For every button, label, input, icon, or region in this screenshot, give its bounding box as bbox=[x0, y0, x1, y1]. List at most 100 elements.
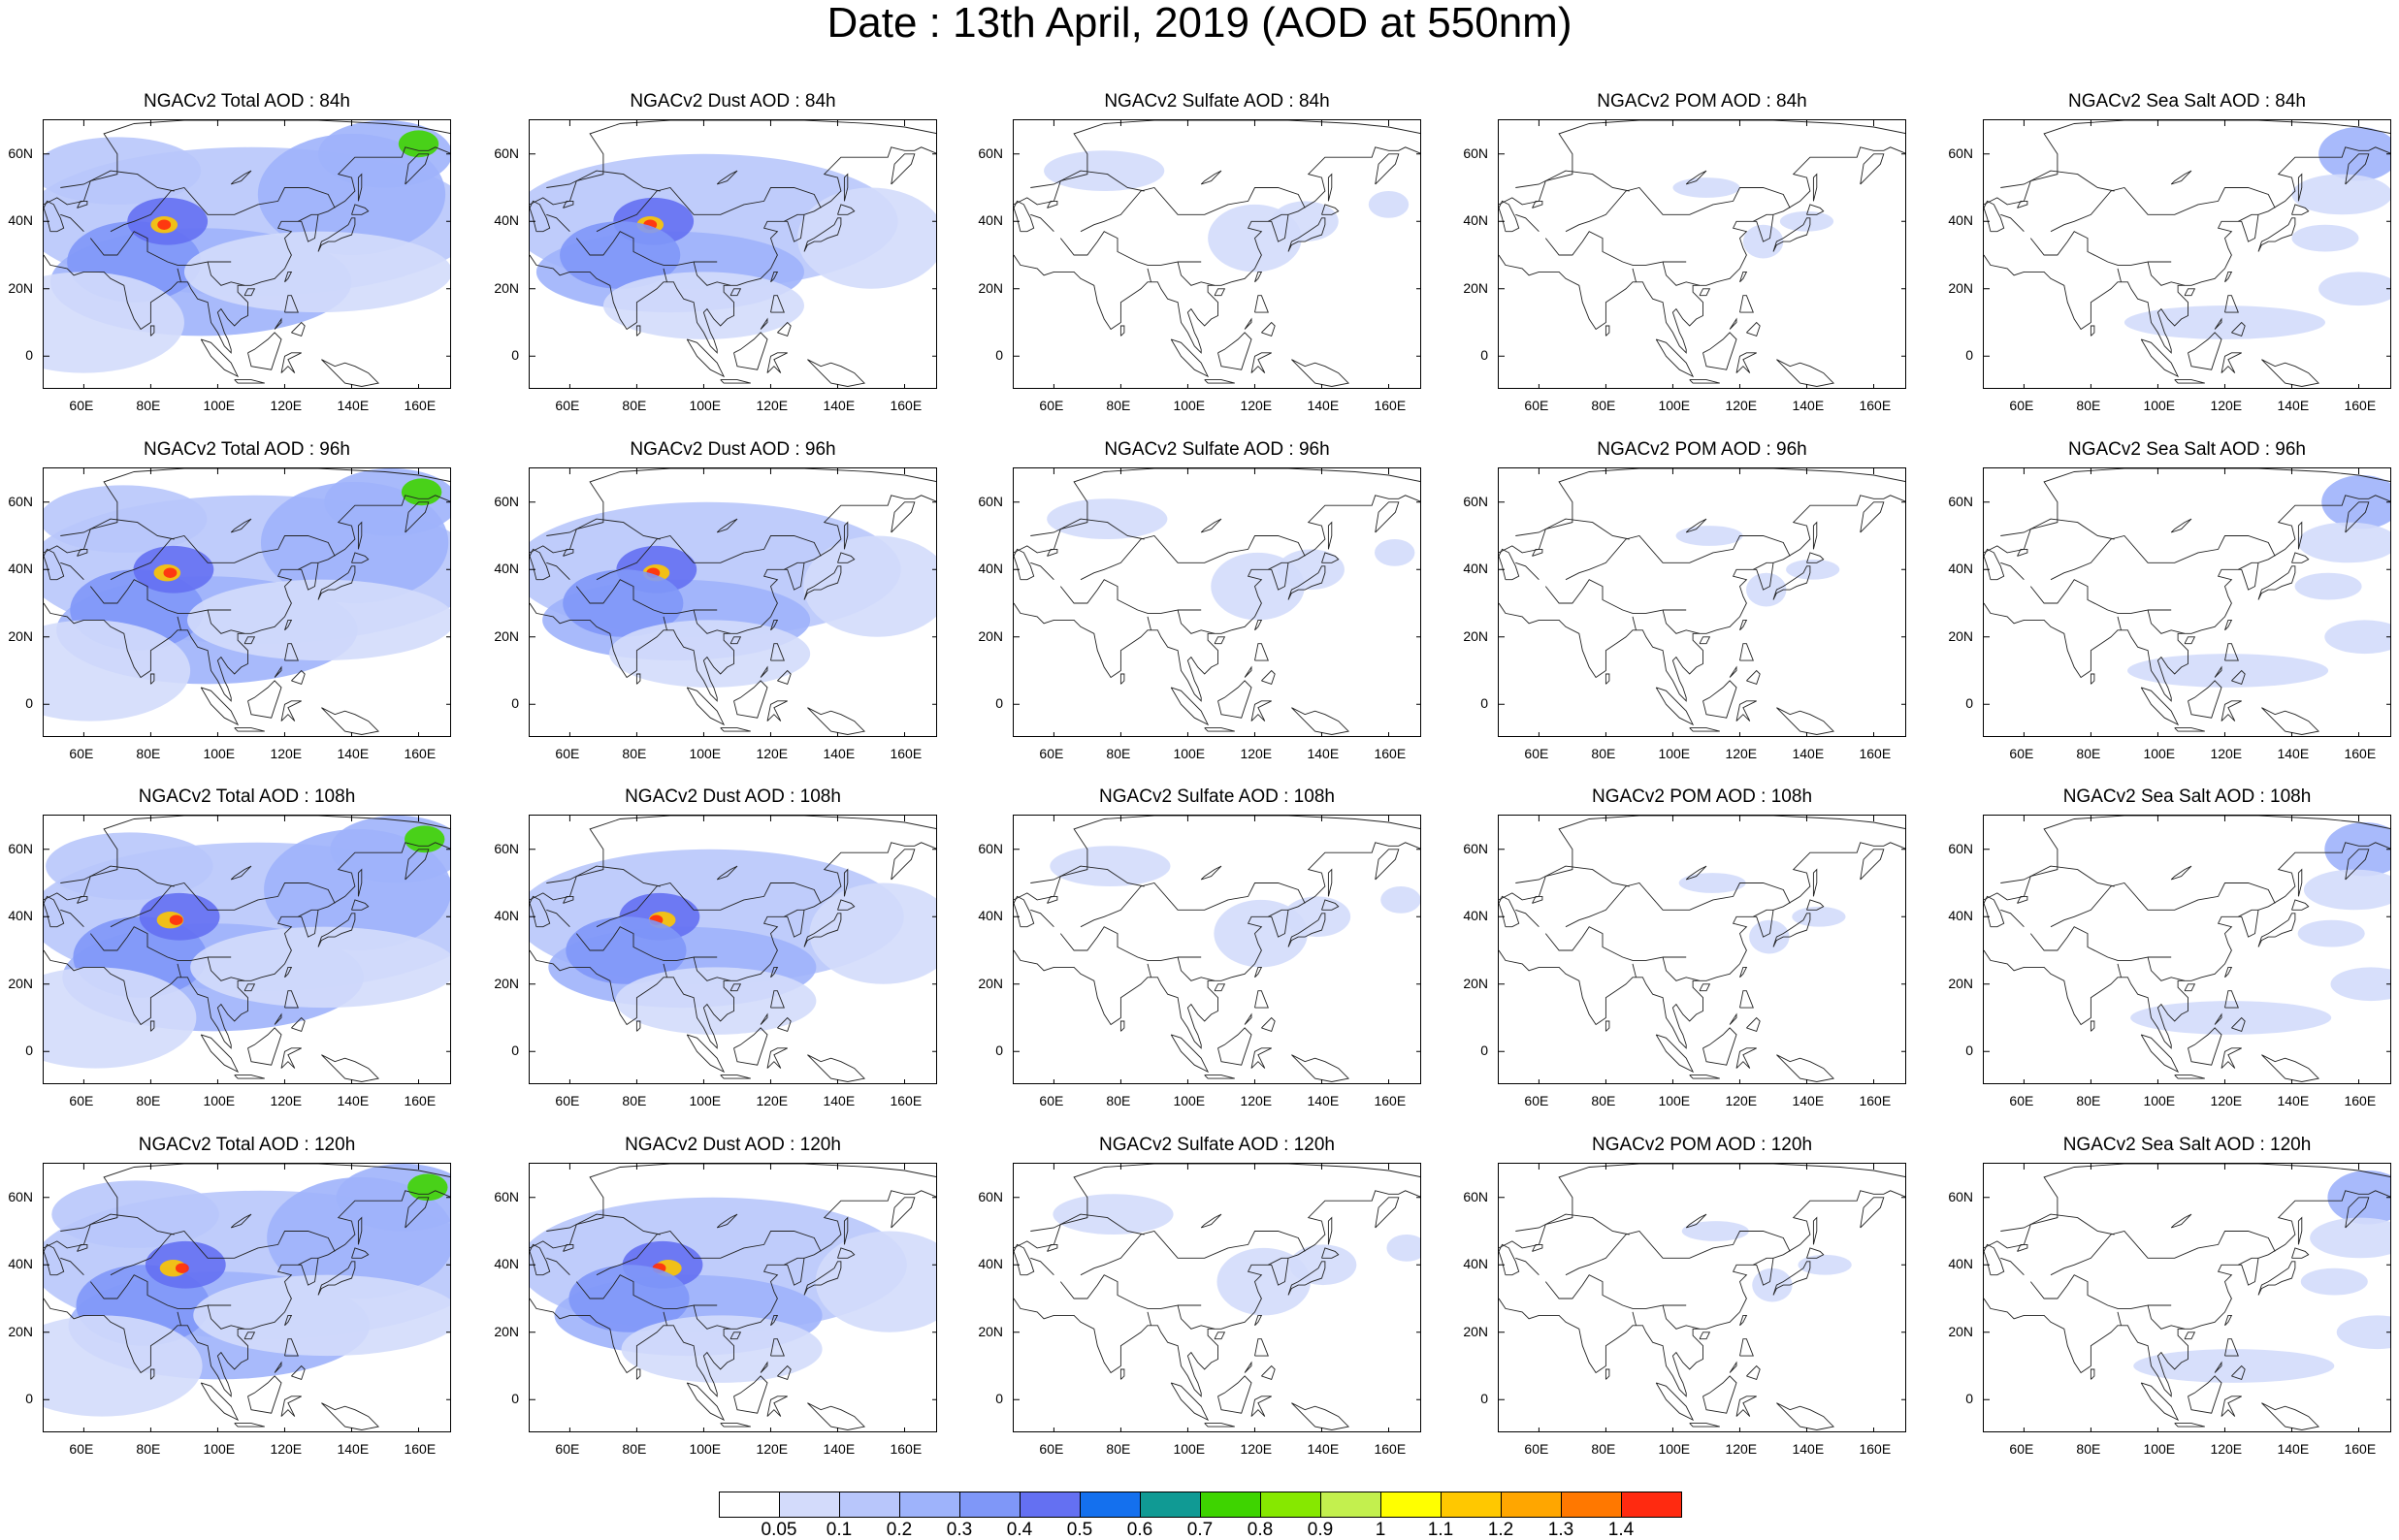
coastline bbox=[1499, 895, 1520, 928]
coastline bbox=[110, 882, 336, 928]
coastline bbox=[2174, 1075, 2205, 1079]
lon-tick-label: 100E bbox=[203, 1093, 236, 1108]
coastline bbox=[777, 321, 792, 337]
coastline bbox=[733, 1375, 768, 1414]
aod-field bbox=[2297, 522, 2390, 563]
coastline bbox=[89, 926, 245, 981]
coastline bbox=[686, 1382, 726, 1422]
coastline bbox=[284, 1314, 293, 1327]
coastline bbox=[284, 990, 299, 1009]
coastline bbox=[530, 1164, 936, 1249]
coastline bbox=[1291, 1054, 1350, 1082]
coastline bbox=[546, 1213, 661, 1235]
lon-tick-label: 160E bbox=[1859, 1441, 1892, 1457]
map-panel-pom-96h bbox=[1498, 467, 1906, 737]
coastline bbox=[321, 707, 380, 735]
coastline bbox=[1984, 1164, 2390, 1249]
coastline bbox=[1287, 217, 1326, 252]
coastline bbox=[1532, 1243, 1543, 1252]
lat-tick-label: 20N bbox=[1463, 627, 1488, 644]
coastline bbox=[1170, 687, 1210, 726]
coastline bbox=[298, 213, 318, 222]
coastline bbox=[891, 501, 916, 533]
lon-tick-label: 60E bbox=[1524, 1441, 1549, 1457]
lon-tick-label: 160E bbox=[1374, 1093, 1407, 1108]
coastline bbox=[733, 332, 768, 370]
coastline bbox=[247, 1375, 282, 1414]
lon-tick-label: 140E bbox=[2277, 1093, 2310, 1108]
panel-title: NGACv2 Total AOD : 108h bbox=[138, 786, 356, 807]
map-panel-total-108h bbox=[43, 815, 451, 1084]
aod-field bbox=[1779, 210, 1834, 232]
coastline bbox=[1984, 120, 2390, 206]
aod-map bbox=[1014, 120, 1420, 388]
coastline bbox=[2231, 1016, 2246, 1032]
coastline bbox=[1565, 1230, 1791, 1276]
colorbar-label: 1.4 bbox=[1607, 1520, 1635, 1540]
coastline bbox=[1772, 217, 1811, 252]
coastline bbox=[2017, 200, 2028, 209]
coastline bbox=[1702, 332, 1737, 370]
coastline bbox=[1632, 1311, 1637, 1326]
coastline bbox=[2257, 565, 2296, 600]
lon-tick-label: 160E bbox=[1374, 746, 1407, 761]
coastline bbox=[2291, 899, 2310, 911]
coastline bbox=[1746, 1016, 1761, 1032]
lat-tick-label: 60N bbox=[978, 493, 1003, 509]
aod-map bbox=[1984, 1164, 2390, 1431]
coastline bbox=[2140, 338, 2180, 378]
coastline bbox=[1984, 548, 2005, 581]
coastline bbox=[1699, 983, 1711, 992]
lat-tick-label: 60N bbox=[978, 840, 1003, 856]
coastline bbox=[2000, 1257, 2025, 1276]
lon-tick-label: 160E bbox=[890, 746, 923, 761]
coastline bbox=[596, 882, 822, 928]
coastline bbox=[1147, 1311, 1151, 1326]
coastline bbox=[1812, 868, 1818, 897]
coastline bbox=[784, 561, 804, 570]
coastline bbox=[1030, 909, 1054, 928]
coastline bbox=[575, 1274, 731, 1330]
coastline bbox=[1689, 1075, 1720, 1079]
coastline bbox=[2184, 636, 2196, 645]
coastline bbox=[1984, 200, 2005, 233]
coastline bbox=[321, 359, 380, 387]
aod-field bbox=[1675, 526, 1743, 546]
aod-field bbox=[1283, 896, 1351, 938]
coastline bbox=[1214, 983, 1226, 992]
coastline bbox=[1632, 268, 1637, 282]
coastline bbox=[1776, 359, 1835, 387]
coastline bbox=[1014, 1164, 1420, 1249]
lat-tick-label: 20N bbox=[8, 627, 33, 644]
colorbar-label: 1.2 bbox=[1487, 1520, 1514, 1540]
lat-tick-label: 0 bbox=[995, 1391, 1003, 1407]
lat-tick-label: 60N bbox=[1463, 144, 1488, 161]
lon-tick-label: 80E bbox=[1106, 1441, 1131, 1457]
lon-tick-label: 100E bbox=[1173, 1441, 1206, 1457]
aod-field bbox=[1798, 1254, 1852, 1275]
coastline bbox=[837, 552, 856, 563]
coastline bbox=[291, 669, 306, 685]
lon-tick-label: 60E bbox=[555, 746, 580, 761]
panel-title: NGACv2 Dust AOD : 120h bbox=[625, 1135, 841, 1155]
map-panel-dust-120h bbox=[529, 1163, 937, 1432]
lon-tick-label: 120E bbox=[270, 398, 303, 413]
lat-tick-label: 20N bbox=[494, 279, 519, 296]
coastline bbox=[1250, 352, 1272, 373]
coastline bbox=[1860, 153, 1885, 185]
coastline bbox=[1291, 359, 1350, 387]
coastline bbox=[1047, 1243, 1058, 1252]
coastline bbox=[200, 1382, 240, 1422]
lon-tick-label: 140E bbox=[1792, 1441, 1825, 1457]
map-panel-pom-84h bbox=[1498, 119, 1906, 389]
coastline bbox=[317, 913, 356, 947]
coastline bbox=[2117, 268, 2122, 282]
coastline bbox=[177, 1311, 181, 1326]
lon-tick-label: 120E bbox=[1725, 1441, 1758, 1457]
lon-tick-label: 60E bbox=[69, 746, 94, 761]
coastline bbox=[298, 909, 318, 917]
coastline bbox=[317, 217, 356, 252]
coastline bbox=[234, 727, 265, 732]
panel-title: NGACv2 Dust AOD : 96h bbox=[630, 439, 836, 460]
aod-map bbox=[530, 120, 936, 388]
